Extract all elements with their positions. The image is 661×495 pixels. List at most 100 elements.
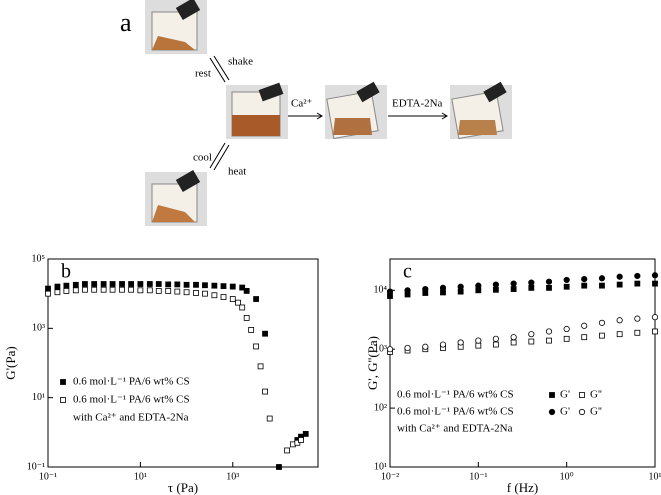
- point: [262, 330, 268, 337]
- point: [563, 325, 570, 333]
- plot-frame: [389, 258, 656, 468]
- x-axis-label: τ (Pa): [168, 480, 198, 495]
- y-tick-label: 10⁴: [374, 285, 388, 296]
- point: [546, 284, 552, 291]
- point: [652, 280, 658, 287]
- legend-marker: [60, 379, 66, 385]
- point: [492, 286, 499, 293]
- point: [220, 283, 227, 290]
- point: [91, 286, 98, 293]
- point: [581, 282, 588, 289]
- photo: [226, 82, 288, 139]
- point: [545, 328, 553, 335]
- y-tick-label: 10²: [374, 402, 387, 413]
- point: [174, 281, 181, 288]
- point: [422, 285, 429, 293]
- point: [100, 281, 107, 287]
- point: [165, 288, 172, 294]
- point: [82, 286, 88, 293]
- point: [634, 280, 641, 287]
- point: [119, 281, 125, 287]
- y-tick-label: 10³: [374, 343, 387, 354]
- point: [229, 283, 236, 290]
- point: [72, 281, 79, 288]
- point: [91, 281, 98, 287]
- point: [302, 431, 309, 437]
- point: [137, 287, 144, 294]
- point: [422, 343, 429, 350]
- edta-label: EDTA-2Na: [392, 98, 443, 110]
- point: [598, 275, 606, 282]
- y-tick-label: 10¹: [374, 461, 387, 472]
- point: [581, 334, 588, 341]
- x-tick-label: 10¹: [649, 471, 661, 482]
- point: [563, 276, 570, 284]
- ca-label: Ca²⁺: [291, 98, 313, 110]
- x-tick-label: 10³: [226, 471, 239, 482]
- photo: [145, 169, 207, 226]
- point: [253, 343, 260, 350]
- point: [243, 288, 250, 294]
- point: [239, 304, 246, 311]
- point: [100, 286, 107, 293]
- legend-marker: [60, 397, 66, 403]
- point: [119, 286, 125, 293]
- point: [248, 327, 255, 333]
- arrows: [209, 55, 448, 171]
- legend-marker: [578, 408, 586, 416]
- point: [174, 288, 181, 295]
- point: [599, 332, 605, 339]
- charts: 10⁻¹ 10¹ 10³ 10⁻¹ 10¹ 10³ 10⁵ τ (Pa) G'(Pa) b 0.6 …: [3, 253, 661, 495]
- legend-note: with Ca²⁺ and EDTA-2Na: [73, 412, 189, 424]
- point: [404, 344, 411, 352]
- point: [109, 286, 116, 293]
- point: [386, 346, 394, 353]
- panel-label: a: [120, 8, 132, 37]
- point: [229, 296, 236, 302]
- point: [193, 290, 199, 296]
- point: [63, 288, 70, 294]
- plot-frame: [47, 258, 319, 468]
- y-tick-label: 10¹: [32, 392, 45, 403]
- point: [598, 319, 606, 326]
- point: [404, 287, 411, 294]
- point: [510, 334, 517, 341]
- point: [266, 415, 273, 422]
- point: [165, 281, 172, 288]
- point: [276, 464, 282, 470]
- point: [193, 281, 199, 288]
- legend-series-name: G': [560, 389, 570, 401]
- point: [651, 314, 659, 321]
- legend-note: with Ca²⁺ and EDTA-2Na: [397, 423, 513, 435]
- point: [492, 281, 499, 288]
- x-tick-label: 10¹: [134, 471, 147, 482]
- point: [475, 337, 482, 344]
- point: [634, 329, 641, 336]
- point: [652, 328, 658, 335]
- point: [202, 282, 208, 289]
- rest-label: rest: [195, 68, 211, 80]
- point: [510, 286, 517, 292]
- point: [563, 283, 570, 290]
- point: [202, 290, 208, 297]
- point: [146, 287, 153, 294]
- point: [616, 273, 623, 280]
- legend-label: 0.6 mol·L⁻¹ PA/6 wt% CS: [73, 376, 190, 388]
- photo: [325, 81, 387, 140]
- point: [257, 363, 264, 370]
- point: [243, 314, 250, 321]
- point: [155, 288, 162, 294]
- point: [262, 388, 268, 395]
- y-tick-label: 10⁵: [32, 253, 46, 264]
- x-axis-label: f (Hz): [507, 480, 538, 495]
- point: [528, 331, 535, 338]
- point: [475, 342, 482, 349]
- point: [235, 299, 241, 306]
- point: [146, 281, 153, 287]
- point: [616, 317, 623, 324]
- point: [616, 331, 623, 338]
- point: [457, 283, 464, 290]
- point: [298, 437, 304, 443]
- panel-label: c: [403, 261, 412, 283]
- point: [128, 281, 135, 287]
